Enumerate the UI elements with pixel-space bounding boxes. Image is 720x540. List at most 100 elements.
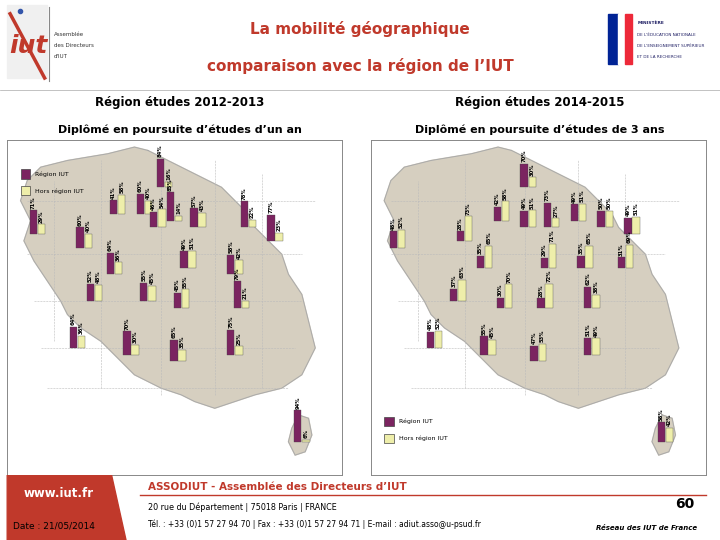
Bar bbox=[167, 192, 174, 221]
Text: 60%: 60% bbox=[78, 213, 83, 226]
Text: 20 rue du Département | 75018 Paris | FRANCE: 20 rue du Département | 75018 Paris | FR… bbox=[148, 503, 336, 512]
Text: 46%: 46% bbox=[151, 198, 156, 211]
Text: 70%: 70% bbox=[521, 150, 526, 162]
Bar bbox=[302, 440, 310, 442]
Bar bbox=[174, 293, 181, 308]
Text: ET DE LA RECHERCHE: ET DE LA RECHERCHE bbox=[637, 55, 683, 59]
Text: 55%: 55% bbox=[183, 275, 188, 288]
Bar bbox=[235, 346, 243, 355]
Bar bbox=[384, 417, 394, 426]
Text: 51%: 51% bbox=[189, 237, 194, 249]
Bar bbox=[234, 281, 241, 308]
Text: 41%: 41% bbox=[111, 186, 116, 199]
Bar bbox=[181, 289, 189, 308]
Bar bbox=[94, 285, 102, 301]
Bar bbox=[21, 186, 30, 195]
Text: Hors région IUT: Hors région IUT bbox=[399, 436, 447, 441]
Bar bbox=[114, 262, 122, 274]
Text: 71%: 71% bbox=[550, 230, 555, 242]
Text: 51%: 51% bbox=[580, 190, 585, 202]
Text: 48%: 48% bbox=[428, 318, 433, 330]
Text: www.iut.fr: www.iut.fr bbox=[24, 487, 94, 500]
Polygon shape bbox=[618, 14, 625, 64]
Bar bbox=[537, 299, 544, 308]
Bar bbox=[632, 217, 639, 234]
Text: 29%: 29% bbox=[541, 244, 546, 256]
Bar bbox=[107, 253, 114, 274]
Bar bbox=[190, 208, 198, 227]
Text: 55%: 55% bbox=[141, 268, 146, 281]
Bar bbox=[227, 329, 235, 355]
Text: 35%: 35% bbox=[579, 242, 583, 254]
Bar bbox=[606, 211, 613, 227]
Bar bbox=[150, 212, 158, 227]
Bar bbox=[157, 159, 164, 187]
Text: 84%: 84% bbox=[158, 145, 163, 158]
Bar bbox=[521, 211, 528, 227]
Polygon shape bbox=[652, 415, 675, 455]
Bar bbox=[579, 204, 586, 221]
Polygon shape bbox=[289, 415, 312, 455]
Text: 77%: 77% bbox=[269, 201, 274, 213]
Bar bbox=[528, 177, 536, 187]
Text: Région IUT: Région IUT bbox=[35, 171, 68, 177]
Bar bbox=[30, 211, 37, 234]
Bar bbox=[76, 227, 84, 247]
Bar bbox=[502, 201, 509, 221]
Bar bbox=[456, 232, 464, 241]
Bar bbox=[123, 331, 131, 355]
Bar bbox=[427, 332, 434, 348]
Bar bbox=[175, 216, 182, 221]
Text: DE L'ENSEIGNEMENT SUPÉRIEUR: DE L'ENSEIGNEMENT SUPÉRIEUR bbox=[637, 44, 705, 48]
Text: 58%: 58% bbox=[120, 180, 125, 193]
Bar bbox=[577, 256, 585, 268]
Text: 78%: 78% bbox=[242, 187, 247, 200]
Text: 51%: 51% bbox=[530, 196, 535, 208]
Bar bbox=[505, 285, 513, 308]
Text: Région IUT: Région IUT bbox=[399, 419, 432, 424]
Bar bbox=[485, 246, 492, 268]
Bar bbox=[521, 164, 528, 187]
Text: 57%: 57% bbox=[192, 194, 197, 207]
Text: des Directeurs: des Directeurs bbox=[54, 43, 94, 49]
Text: iut: iut bbox=[9, 34, 48, 58]
Bar bbox=[592, 338, 600, 355]
Text: 51%: 51% bbox=[634, 203, 639, 215]
Text: 71%: 71% bbox=[31, 196, 36, 208]
Bar bbox=[549, 244, 556, 268]
Text: 42%: 42% bbox=[495, 193, 500, 205]
Bar bbox=[598, 211, 605, 227]
Text: 72%: 72% bbox=[546, 269, 552, 282]
Text: 49%: 49% bbox=[181, 237, 186, 249]
Bar bbox=[497, 298, 504, 308]
Text: 27%: 27% bbox=[553, 204, 558, 217]
Text: 75%: 75% bbox=[228, 315, 233, 328]
Text: 14%: 14% bbox=[176, 202, 181, 214]
Text: Date : 21/05/2014: Date : 21/05/2014 bbox=[13, 521, 95, 530]
Text: Diplômé en poursuite d’études d’un an: Diplômé en poursuite d’études d’un an bbox=[58, 124, 302, 135]
Bar bbox=[110, 200, 117, 214]
Text: 70%: 70% bbox=[125, 317, 130, 329]
Text: MINISTÈRE: MINISTÈRE bbox=[637, 21, 664, 25]
Text: 79%: 79% bbox=[235, 267, 240, 280]
Bar bbox=[78, 336, 85, 348]
Polygon shape bbox=[384, 147, 679, 408]
Text: 62%: 62% bbox=[585, 273, 590, 285]
Text: 65%: 65% bbox=[171, 325, 176, 338]
Bar bbox=[539, 343, 546, 361]
Bar bbox=[584, 287, 591, 308]
Bar bbox=[398, 230, 405, 247]
Polygon shape bbox=[21, 147, 315, 408]
Bar bbox=[626, 245, 633, 268]
Text: 53%: 53% bbox=[540, 329, 545, 342]
Text: 65%: 65% bbox=[486, 232, 491, 244]
Text: 49%: 49% bbox=[593, 324, 598, 336]
Text: 69%: 69% bbox=[627, 230, 631, 243]
Bar bbox=[477, 256, 485, 268]
Bar bbox=[552, 218, 559, 227]
Text: 58%: 58% bbox=[503, 187, 508, 200]
Bar bbox=[240, 201, 248, 227]
Text: 94%: 94% bbox=[295, 396, 300, 409]
Text: 22%: 22% bbox=[250, 206, 255, 218]
Text: 31%: 31% bbox=[618, 243, 624, 255]
